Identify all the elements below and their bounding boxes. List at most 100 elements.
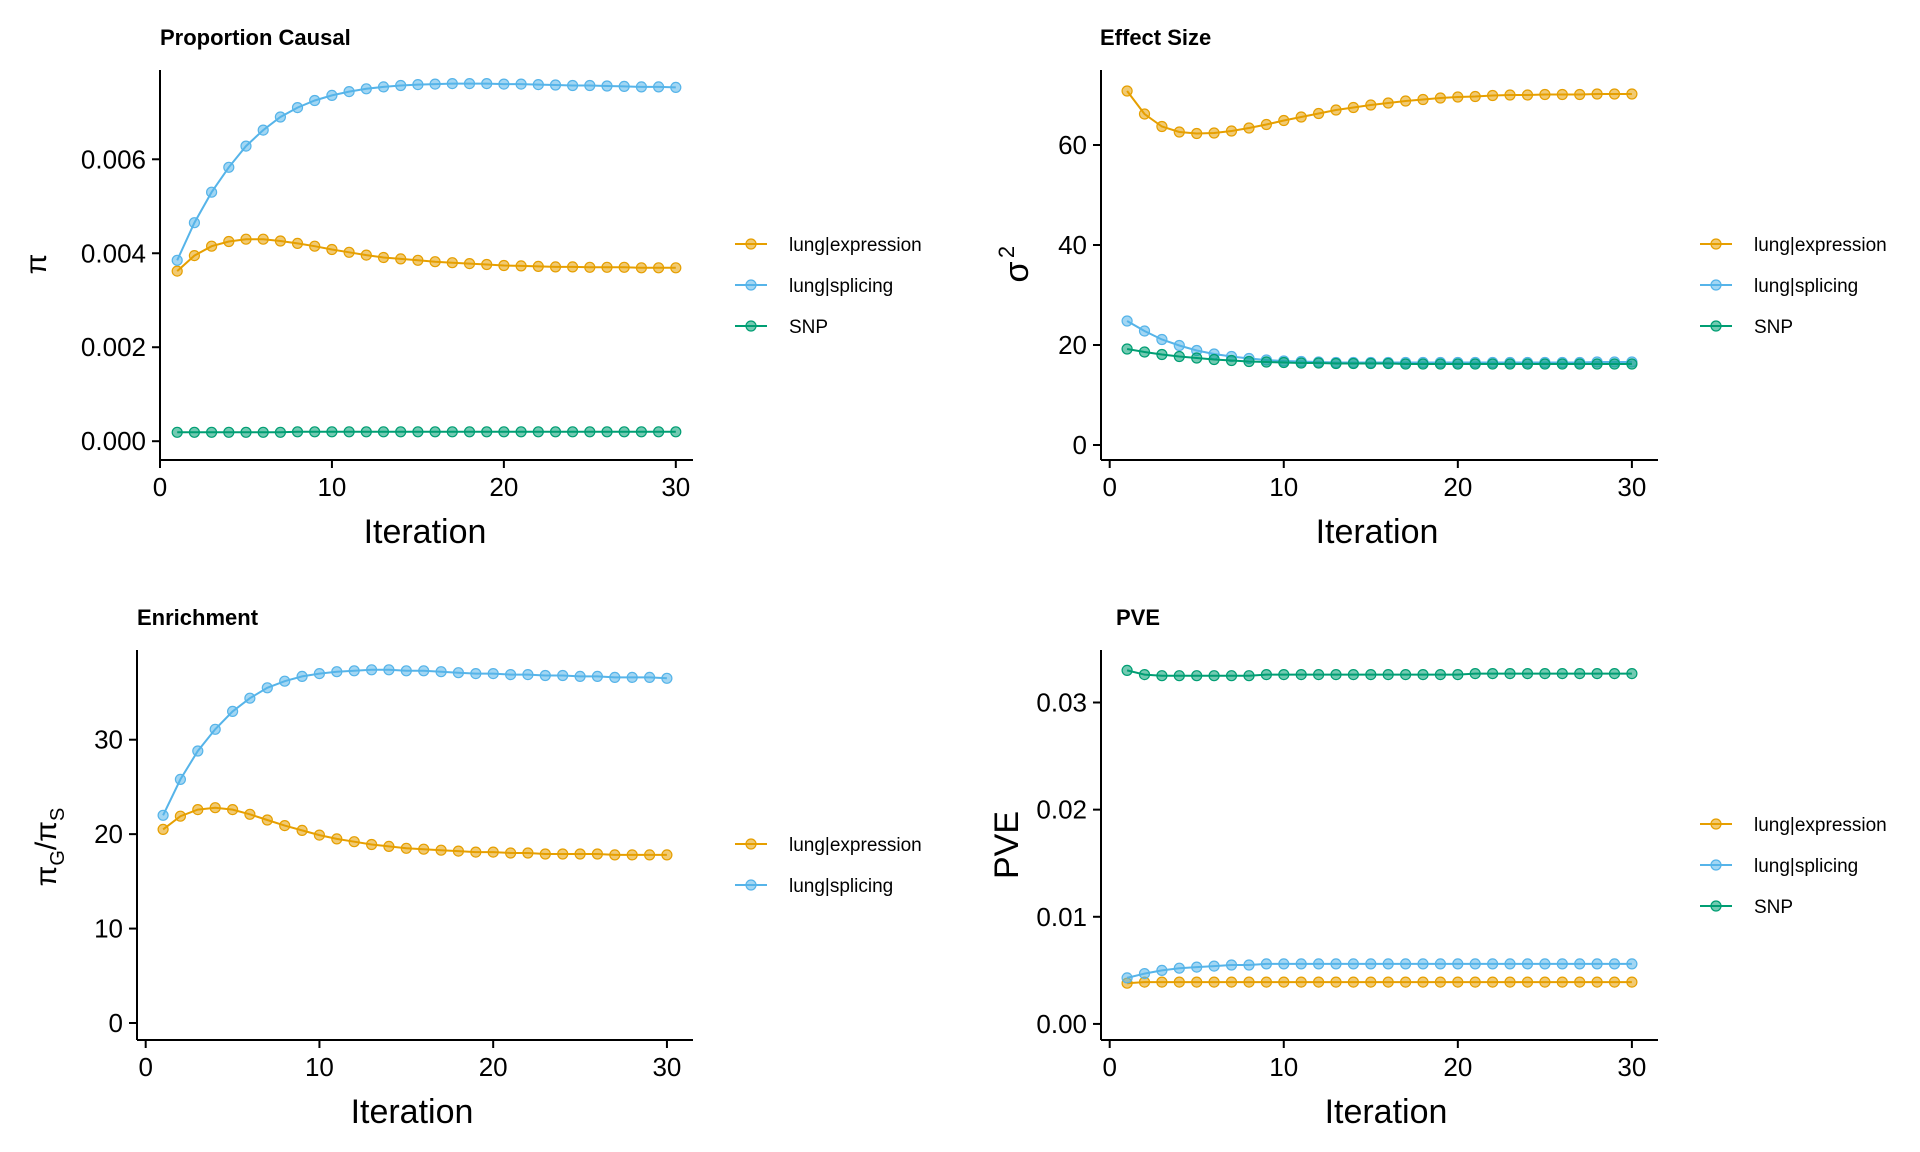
data-point [1608, 667, 1621, 680]
legend-key-point [1710, 238, 1722, 250]
data-point [343, 85, 355, 98]
panel-title: Proportion Causal [160, 25, 351, 50]
data-point [171, 265, 183, 277]
data-point [1591, 958, 1603, 970]
data-point [591, 670, 604, 683]
data-point [366, 838, 378, 851]
series-line-lung-splicing [162, 668, 667, 816]
data-point [487, 846, 499, 858]
panel-pve: PVE 0 10 20 30 0.00 0.01 0.02 0.03 PVE Iteratio… [988, 605, 1887, 1131]
y-axis-label-ratio: πG/πS [30, 808, 69, 887]
data-point [1191, 352, 1203, 364]
data-point [1556, 358, 1568, 370]
data-point [1156, 333, 1168, 346]
series-line-SNP [1126, 669, 1632, 677]
data-point [1330, 104, 1342, 116]
data-point [240, 140, 252, 152]
data-point [377, 426, 390, 438]
x-tick-label: 20 [1443, 1052, 1472, 1082]
data-point [1539, 958, 1551, 970]
data-point [326, 89, 338, 102]
legend: lung|expression lung|splicing SNP [1700, 815, 1887, 918]
data-point [429, 78, 441, 90]
data-point [1556, 667, 1568, 680]
data-point [227, 803, 239, 816]
data-point [1138, 346, 1151, 358]
data-point [1521, 89, 1534, 101]
data-point [360, 249, 372, 261]
data-point [1365, 99, 1377, 111]
data-point [1330, 668, 1342, 681]
data-point [1191, 127, 1203, 140]
data-point [1173, 670, 1185, 682]
data-point [1608, 88, 1621, 100]
x-tick-label: 10 [1269, 1052, 1298, 1082]
legend-key-point [745, 279, 757, 291]
data-point [1243, 976, 1255, 988]
data-point [223, 235, 235, 248]
data-point [1295, 357, 1307, 369]
data-point [1278, 976, 1290, 988]
data-point [532, 426, 544, 438]
data-point [1556, 976, 1568, 988]
data-point [309, 240, 321, 252]
data-point [313, 829, 325, 841]
data-point [1121, 343, 1133, 355]
data-point [498, 259, 510, 272]
data-point [1399, 95, 1412, 107]
y-tick-label: 20 [94, 819, 123, 849]
data-point [171, 254, 183, 266]
data-point [274, 426, 286, 438]
legend-label: lung|splicing [789, 276, 893, 297]
data-point [257, 233, 269, 245]
x-axis-label: Iteration [1316, 513, 1439, 551]
x-tick-label: 10 [305, 1052, 334, 1082]
legend-label: lung|expression [789, 835, 922, 856]
data-point [1469, 958, 1481, 970]
data-point [261, 682, 273, 694]
data-point [418, 665, 430, 677]
x-tick-label: 30 [1617, 472, 1646, 502]
data-point [643, 671, 656, 684]
data-point [1556, 958, 1568, 970]
data-point [1347, 101, 1360, 114]
data-point [532, 78, 544, 91]
data-point [1591, 976, 1603, 988]
data-point [1330, 958, 1342, 970]
data-point [326, 243, 338, 256]
data-point [1574, 958, 1586, 970]
data-point [1626, 958, 1638, 970]
data-point [1173, 350, 1185, 363]
axes: 0 10 20 30 0 20 40 60 [1058, 70, 1658, 502]
data-point [532, 260, 544, 272]
data-point [549, 261, 562, 273]
data-point [1434, 92, 1447, 104]
data-point [377, 251, 390, 264]
data-point [1452, 91, 1464, 103]
data-point [1626, 88, 1638, 100]
data-point [1225, 976, 1238, 988]
data-point [400, 842, 412, 854]
data-point [1138, 967, 1151, 980]
data-point [1191, 976, 1203, 988]
data-point [1312, 668, 1325, 681]
data-point [1434, 976, 1447, 988]
y-tick-label: 0.000 [81, 426, 146, 456]
data-point [1208, 353, 1220, 366]
plot-area [157, 664, 673, 861]
data-point [1382, 97, 1394, 109]
data-point [1191, 961, 1203, 973]
data-point [1539, 358, 1551, 370]
axes: 0 10 20 30 0.00 0.01 0.02 0.03 [1036, 650, 1658, 1082]
data-point [188, 217, 200, 229]
data-point [206, 240, 218, 252]
data-point [348, 836, 360, 848]
y-tick-label: 30 [94, 725, 123, 755]
data-point [481, 426, 493, 438]
data-point [1243, 355, 1255, 368]
data-point [1399, 976, 1412, 988]
data-point [635, 262, 648, 274]
data-point [1452, 668, 1464, 681]
data-point [1574, 667, 1586, 680]
data-point [1556, 88, 1568, 101]
